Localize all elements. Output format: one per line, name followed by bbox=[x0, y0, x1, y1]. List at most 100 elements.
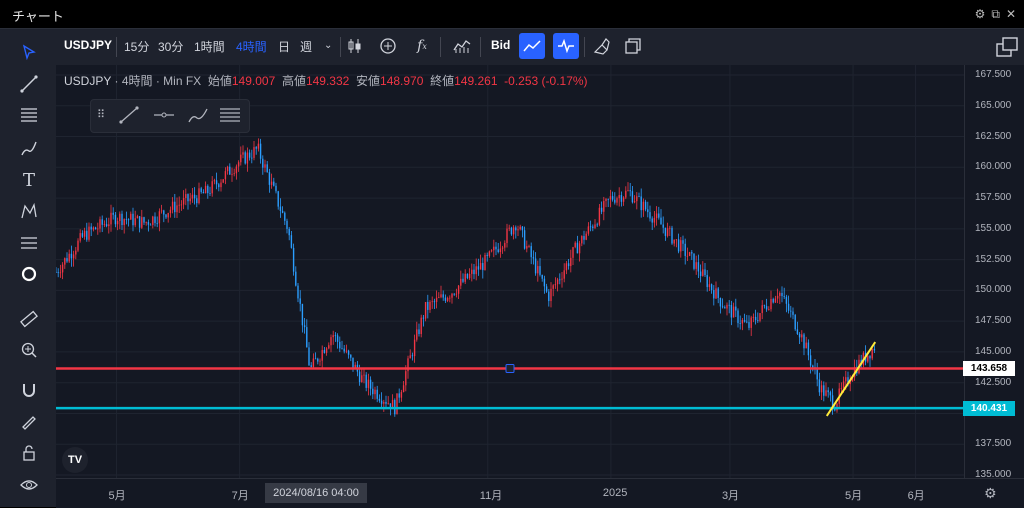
unlock-icon[interactable] bbox=[18, 442, 40, 464]
candle-body bbox=[242, 152, 244, 155]
line-anchor-handle[interactable] bbox=[505, 363, 515, 373]
magnet-icon[interactable] bbox=[18, 379, 40, 401]
interval-1h[interactable]: 1時間 bbox=[194, 40, 225, 54]
symbol-button[interactable]: USDJPY bbox=[64, 38, 113, 52]
float-trendline-icon[interactable] bbox=[119, 106, 139, 127]
candle-body bbox=[563, 270, 565, 279]
lock-drawing-icon[interactable] bbox=[18, 410, 40, 432]
ruler-icon[interactable] bbox=[18, 308, 40, 330]
chevron-down-icon[interactable]: ⌄ bbox=[324, 40, 333, 51]
interval-week[interactable]: 週 bbox=[300, 40, 313, 54]
candlestick-icon[interactable] bbox=[342, 33, 368, 59]
gear-icon[interactable]: ⚙ bbox=[984, 485, 997, 501]
chart-pane[interactable]: USDJPY · 4時間 · Min FX 始値149.007 高値149.33… bbox=[56, 65, 964, 478]
time-scale[interactable]: 2024/08/16 04:00 ⚙ 5月 7月 11月 2025 3月 5月 6月 bbox=[56, 478, 1024, 508]
candle-body bbox=[339, 341, 341, 349]
candle-body bbox=[108, 224, 110, 227]
price-tag-cyan-line: 140.431 bbox=[963, 400, 1015, 416]
pulse-icon[interactable] bbox=[553, 33, 579, 59]
popout-icon[interactable]: ⧉ bbox=[991, 7, 1000, 21]
candle-body bbox=[321, 350, 323, 361]
candle-body bbox=[633, 201, 636, 203]
candle-body bbox=[277, 191, 279, 207]
candle-body bbox=[449, 297, 451, 299]
price-tick: 162.500 bbox=[975, 130, 1012, 142]
zoom-in-icon[interactable] bbox=[18, 339, 40, 361]
cursor-icon[interactable] bbox=[18, 41, 40, 63]
candle-body bbox=[574, 242, 576, 248]
candle-body bbox=[376, 389, 378, 399]
line-chart-icon[interactable] bbox=[519, 33, 545, 59]
trendline-icon[interactable] bbox=[18, 73, 40, 95]
candle-body bbox=[693, 253, 695, 269]
circle-icon[interactable] bbox=[18, 263, 40, 285]
candle-body bbox=[541, 274, 543, 279]
candle-body bbox=[642, 201, 645, 211]
candle-body bbox=[165, 214, 167, 218]
candle-body bbox=[152, 216, 154, 225]
candle-body bbox=[686, 255, 689, 257]
candle-body bbox=[275, 185, 277, 192]
candle-body bbox=[125, 219, 128, 220]
bid-button[interactable]: Bid bbox=[491, 38, 511, 52]
candle-body bbox=[658, 213, 660, 218]
prediction-icon[interactable] bbox=[18, 232, 40, 254]
float-horizontal-ray-icon[interactable] bbox=[153, 106, 175, 127]
float-lines-icon[interactable] bbox=[219, 106, 241, 127]
interval-4h[interactable]: 4時間 bbox=[236, 40, 267, 54]
interval-30m[interactable]: 30分 bbox=[158, 40, 184, 54]
candle-body bbox=[746, 321, 748, 323]
candle-body bbox=[523, 230, 526, 249]
close-icon[interactable]: ✕ bbox=[1005, 7, 1016, 21]
interval-day[interactable]: 日 bbox=[278, 40, 291, 54]
candle-body bbox=[620, 195, 623, 202]
candle-body bbox=[171, 201, 174, 210]
candle-body bbox=[598, 207, 601, 225]
pattern-icon[interactable] bbox=[18, 200, 40, 222]
candle-body bbox=[717, 288, 719, 298]
float-brush-icon[interactable] bbox=[187, 106, 209, 127]
drag-handle-icon[interactable]: ⠿ bbox=[97, 109, 106, 121]
tradingview-logo[interactable]: TV bbox=[62, 447, 88, 473]
candle-body bbox=[565, 263, 568, 271]
candle-body bbox=[204, 185, 207, 194]
candle-body bbox=[220, 182, 222, 188]
candle-body bbox=[638, 196, 640, 198]
eye-icon[interactable] bbox=[18, 474, 40, 496]
price-tick: 147.500 bbox=[975, 315, 1012, 327]
candle-body bbox=[545, 286, 548, 292]
templates-icon[interactable] bbox=[449, 33, 475, 59]
price-tick: 160.000 bbox=[975, 161, 1012, 173]
eraser-icon[interactable] bbox=[588, 33, 614, 59]
settings-icon[interactable]: ⚙ bbox=[974, 7, 986, 21]
candle-body bbox=[59, 272, 62, 274]
layout-icon[interactable] bbox=[992, 33, 1022, 61]
candle-body bbox=[189, 198, 191, 202]
legend-low: 148.970 bbox=[380, 74, 424, 88]
candle-body bbox=[255, 147, 257, 149]
text-tool-icon[interactable]: T bbox=[22, 169, 35, 191]
brush-icon[interactable] bbox=[18, 137, 40, 159]
candle-body bbox=[512, 227, 515, 235]
price-scale[interactable]: 167.500 165.000 162.500 160.000 157.500 155.0… bbox=[964, 65, 1024, 480]
candle-body bbox=[61, 264, 64, 273]
legend-open: 149.007 bbox=[231, 74, 276, 88]
interval-15m[interactable]: 15分 bbox=[124, 40, 150, 54]
add-compare-icon[interactable] bbox=[375, 33, 401, 59]
candle-body bbox=[457, 285, 460, 294]
layers-icon[interactable] bbox=[620, 33, 646, 59]
legend-open-label: 始値 bbox=[207, 74, 232, 88]
price-plot[interactable] bbox=[56, 65, 964, 478]
candle-body bbox=[539, 266, 541, 275]
candle-body bbox=[213, 180, 216, 182]
candle-body bbox=[264, 164, 266, 168]
candle-body bbox=[57, 272, 59, 273]
candle-body bbox=[156, 222, 158, 224]
fib-lines-icon[interactable] bbox=[18, 104, 40, 126]
price-tick: 137.500 bbox=[975, 438, 1012, 450]
candle-body bbox=[735, 306, 737, 311]
candle-body bbox=[594, 224, 596, 228]
price-tick: 135.000 bbox=[975, 469, 1012, 480]
drawing-toolbar: T bbox=[0, 29, 57, 507]
